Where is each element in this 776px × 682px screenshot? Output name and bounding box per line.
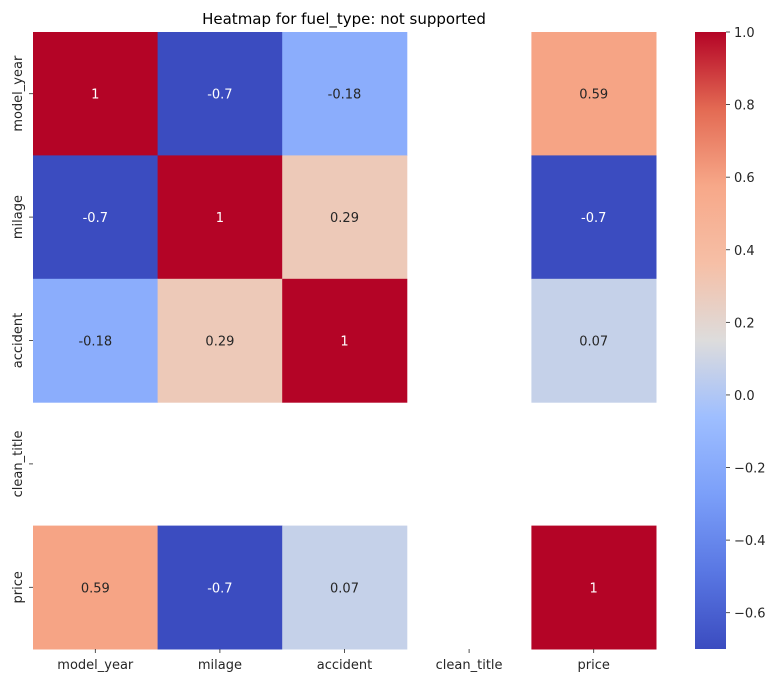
cell-value-label: 0.29 — [330, 211, 359, 226]
cell-value-label: 1 — [216, 211, 224, 226]
x-tick-label: model_year — [57, 658, 134, 673]
heatmap-cell — [282, 32, 408, 156]
y-tick-label: milage — [11, 195, 26, 239]
x-axis: model_year milage accident clean_title price — [57, 649, 610, 673]
heatmap-cell — [157, 155, 283, 280]
cell-value-label: 0.59 — [579, 88, 608, 103]
colorbar-tick-label: 0.4 — [734, 244, 755, 259]
colorbar-tick-label: 0.6 — [734, 171, 755, 186]
chart-title: Heatmap for fuel_type: not supported — [202, 10, 486, 29]
y-tick-label: accident — [11, 313, 26, 368]
heatmap-cells: 1 -0.7 -0.18 0.59 -0.7 1 0.29 -0.7 -0.18 0.29 1 0.0… — [33, 32, 657, 650]
colorbar-tick-label: −0.6 — [734, 607, 766, 622]
colorbar-tick-label: 0.8 — [734, 99, 755, 114]
x-tick-label: price — [578, 658, 610, 673]
heatmap-cell — [531, 278, 657, 403]
colorbar-gradient — [695, 32, 726, 649]
x-tick-label: milage — [198, 658, 242, 673]
cell-value-label: 1 — [91, 88, 99, 103]
cell-value-label: -0.7 — [581, 211, 606, 226]
cell-value-label: -0.18 — [78, 335, 112, 350]
cell-value-label: 1 — [340, 335, 348, 350]
heatmap-cell — [282, 525, 408, 650]
heatmap-cell — [157, 278, 283, 403]
colorbar-tick-label: −0.4 — [734, 534, 766, 549]
heatmap-cell — [282, 155, 408, 280]
cell-value-label: 0.07 — [579, 335, 608, 350]
heatmap-cell — [531, 32, 657, 156]
cell-value-label: 0.29 — [205, 335, 234, 350]
heatmap-cell — [33, 32, 159, 156]
heatmap-cell — [282, 278, 408, 403]
colorbar-ticks: 1.0 0.8 0.6 0.4 0.2 0.0 −0.2 −0.4 −0.6 — [726, 26, 766, 622]
colorbar-tick-label: 1.0 — [734, 26, 755, 41]
cell-value-label: -0.7 — [207, 88, 232, 103]
colorbar-tick-label: 0.0 — [734, 389, 755, 404]
heatmap-cell — [33, 155, 159, 280]
x-tick-label: accident — [317, 658, 372, 673]
heatmap-cell — [33, 278, 159, 403]
heatmap-cell — [157, 32, 283, 156]
heatmap-cell — [33, 525, 159, 650]
cell-value-label: 0.07 — [330, 581, 359, 596]
heatmap-cell — [531, 155, 657, 280]
y-tick-label: model_year — [11, 55, 26, 132]
x-tick-label: clean_title — [436, 658, 503, 673]
colorbar-tick-label: −0.2 — [734, 462, 766, 477]
colorbar-tick-label: 0.2 — [734, 316, 755, 331]
colorbar: 1.0 0.8 0.6 0.4 0.2 0.0 −0.2 −0.4 −0.6 — [695, 26, 766, 649]
cell-value-label: -0.7 — [83, 211, 108, 226]
y-tick-label: clean_title — [11, 430, 26, 497]
heatmap-cell — [531, 525, 657, 650]
cell-value-label: 0.59 — [81, 581, 110, 596]
heatmap-cell — [157, 525, 283, 650]
cell-value-label: -0.7 — [207, 581, 232, 596]
y-tick-label: price — [11, 571, 26, 603]
cell-value-label: 1 — [590, 581, 598, 596]
cell-value-label: -0.18 — [328, 88, 362, 103]
